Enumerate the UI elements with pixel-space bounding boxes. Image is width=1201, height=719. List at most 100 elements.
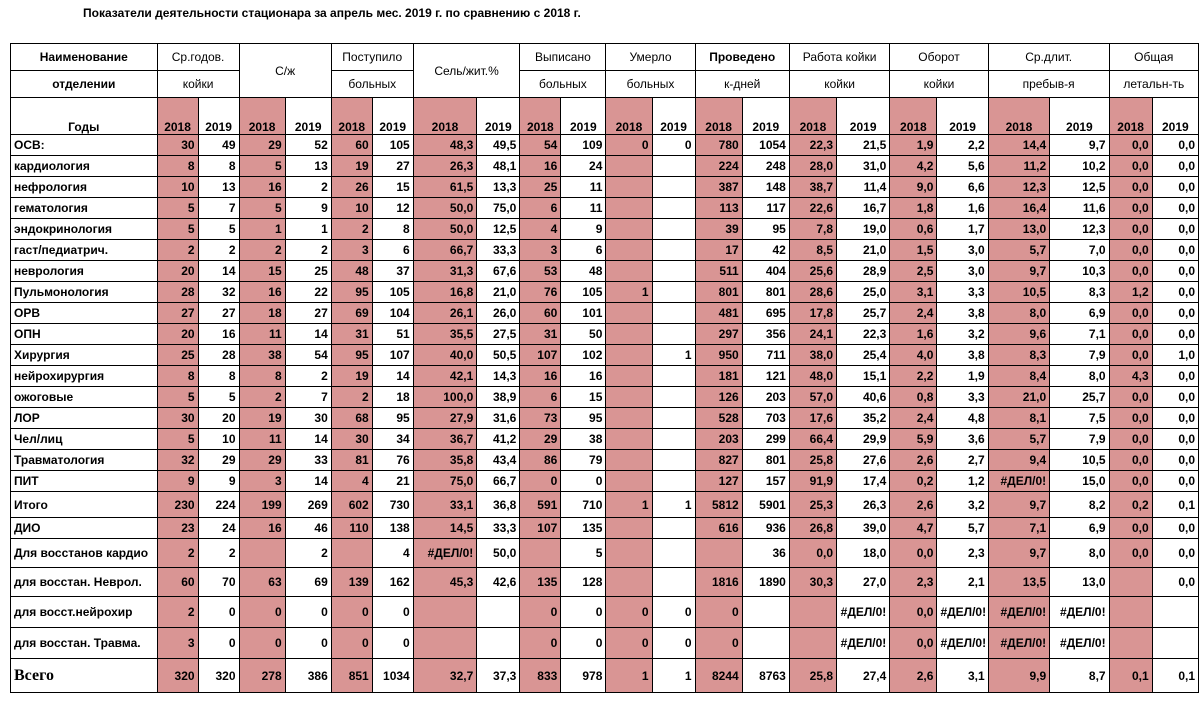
data-cell: 8,4 — [987, 365, 1051, 387]
department-name: ДИО — [10, 517, 158, 539]
data-cell: 0,0 — [1151, 323, 1200, 345]
data-cell: 28 — [197, 344, 240, 366]
data-cell: 1,9 — [936, 365, 989, 387]
data-cell: #ДЕЛ/0! — [1049, 627, 1110, 659]
data-cell — [330, 538, 373, 568]
data-cell: 0 — [284, 627, 332, 659]
data-cell — [788, 596, 838, 628]
data-cell: 5,7 — [936, 517, 989, 539]
table-row: ожоговые 5 5 2 7 2 18 100,0 38,9 6 15 126 203 57,0 40,… — [10, 386, 1200, 408]
data-cell: 5 — [560, 538, 607, 568]
data-cell: 16,7 — [835, 197, 891, 219]
data-cell: 0 — [519, 627, 562, 659]
data-cell: 60 — [330, 134, 373, 156]
data-cell: 710 — [560, 491, 607, 518]
data-cell: 2 — [156, 596, 199, 628]
data-cell: 135 — [519, 567, 562, 597]
data-cell: 0 — [371, 596, 414, 628]
department-name: ожоговые — [10, 386, 158, 408]
data-cell: 31,0 — [835, 155, 891, 177]
data-cell: 50,0 — [412, 218, 478, 240]
data-cell: 3,0 — [936, 260, 989, 282]
data-cell: 30 — [330, 428, 373, 450]
data-cell: 4 — [371, 538, 414, 568]
data-cell — [605, 470, 653, 492]
data-cell: 24,1 — [788, 323, 838, 345]
data-cell — [605, 218, 653, 240]
data-cell: 30,3 — [788, 567, 838, 597]
department-name: для восстан. Неврол. — [10, 567, 158, 597]
data-cell: 5 — [156, 386, 199, 408]
data-cell: 1 — [651, 344, 696, 366]
data-cell: 6,6 — [936, 176, 989, 198]
data-cell: 12,5 — [476, 218, 521, 240]
data-cell: 32 — [156, 449, 199, 471]
data-cell: 139 — [330, 567, 373, 597]
department-name: ПИТ — [10, 470, 158, 492]
data-cell: 9,4 — [987, 449, 1051, 471]
data-cell: 38 — [238, 344, 286, 366]
data-cell: 13,5 — [987, 567, 1051, 597]
data-cell: 21,0 — [835, 239, 891, 261]
header-bed-work-2: койки — [788, 70, 891, 98]
data-cell: 9,6 — [987, 323, 1051, 345]
data-cell: 51 — [371, 323, 414, 345]
data-cell: 0,0 — [889, 596, 938, 628]
header-admitted-2: больных — [330, 70, 414, 98]
data-cell: 95 — [560, 407, 607, 429]
department-name: Всего — [10, 658, 158, 693]
data-cell: 8 — [371, 218, 414, 240]
data-cell: 299 — [741, 428, 790, 450]
data-cell: 1 — [651, 658, 696, 693]
data-cell: 0,0 — [1108, 197, 1153, 219]
data-cell: 2,6 — [889, 491, 938, 518]
data-cell: 33,3 — [476, 239, 521, 261]
data-cell — [605, 386, 653, 408]
data-cell — [605, 197, 653, 219]
data-cell: 86 — [519, 449, 562, 471]
data-cell — [605, 323, 653, 345]
data-cell: 27,0 — [835, 567, 891, 597]
data-cell: 24 — [560, 155, 607, 177]
department-name: Итого — [10, 491, 158, 518]
data-cell: 0,0 — [1151, 176, 1200, 198]
data-cell: 21,0 — [476, 281, 521, 303]
data-cell: 7,9 — [1049, 344, 1110, 366]
data-cell: 8244 — [694, 658, 743, 693]
data-cell: 3 — [238, 470, 286, 492]
data-cell: 43,4 — [476, 449, 521, 471]
data-cell: 6 — [371, 239, 414, 261]
table-row: гаст/педиатрич. 2 2 2 2 3 6 66,7 33,3 3 6 17 42 8,5 21… — [10, 239, 1200, 261]
data-cell: 0,0 — [1151, 567, 1200, 597]
data-cell: 25,0 — [835, 281, 891, 303]
data-cell: 616 — [694, 517, 743, 539]
data-cell: 11,2 — [987, 155, 1051, 177]
data-cell: 42 — [741, 239, 790, 261]
data-cell: 801 — [741, 449, 790, 471]
data-cell: 22,6 — [788, 197, 838, 219]
data-cell: 2 — [197, 538, 240, 568]
data-cell: 19 — [330, 155, 373, 177]
data-cell: 6 — [519, 197, 562, 219]
data-cell: 0,0 — [1108, 470, 1153, 492]
data-cell: 10 — [156, 176, 199, 198]
data-cell: 11,4 — [835, 176, 891, 198]
data-cell: 0,0 — [1108, 386, 1153, 408]
data-cell: 162 — [371, 567, 414, 597]
data-cell: 50,0 — [476, 538, 521, 568]
data-cell: 9 — [560, 218, 607, 240]
data-cell: 7,5 — [1049, 407, 1110, 429]
department-name: гаст/педиатрич. — [10, 239, 158, 261]
data-cell: 42,6 — [476, 567, 521, 597]
data-cell: 0,0 — [889, 627, 938, 659]
data-cell — [651, 407, 696, 429]
data-cell: 60 — [156, 567, 199, 597]
data-cell: 0 — [238, 627, 286, 659]
header-avg-stay-2: пребыв-я — [987, 70, 1110, 98]
data-cell: 19 — [330, 365, 373, 387]
data-cell: 35,8 — [412, 449, 478, 471]
header-bed-days: Проведено — [694, 43, 790, 71]
data-cell: 320 — [197, 658, 240, 693]
year-header: 2018 — [1108, 97, 1153, 135]
data-cell: 9,7 — [1049, 134, 1110, 156]
